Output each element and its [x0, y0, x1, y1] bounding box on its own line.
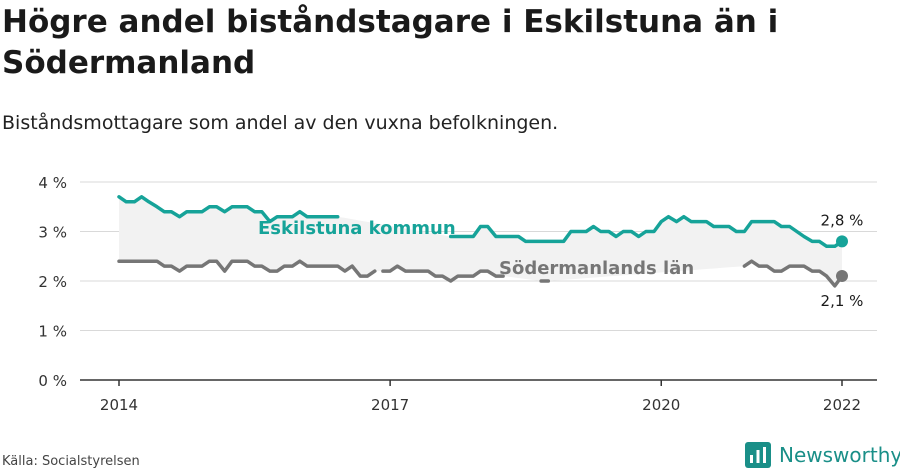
- newsworthy-logo-icon: [745, 442, 771, 468]
- source-note: Källa: Socialstyrelsen: [2, 454, 140, 469]
- x-tick-label: 2017: [371, 396, 409, 414]
- x-tick-label: 2020: [642, 396, 680, 414]
- brand-logo[interactable]: Newsworthy: [745, 442, 900, 468]
- sodermanland-series-line: [742, 259, 844, 288]
- eskilstuna-end-value-label: 2,8 %: [821, 211, 864, 229]
- sodermanland-series-line: [381, 264, 505, 283]
- x-tick-label: 2014: [100, 396, 138, 414]
- gap-band-area: [119, 196, 842, 286]
- sodermanland-series-line: [117, 259, 377, 278]
- eskilstuna-series-label: Eskilstuna kommun: [258, 218, 456, 239]
- eskilstuna-series-line: [448, 214, 844, 249]
- sodermanland-end-value-label: 2,1 %: [821, 292, 864, 310]
- eskilstuna-series-line: [117, 195, 340, 224]
- chart-title: Högre andel biståndstagare i Eskilstuna …: [2, 4, 779, 81]
- sodermanland-series-label: Södermanlands län: [499, 258, 694, 279]
- sodermanland-end-point: [836, 270, 848, 283]
- y-tick-label: 3 %: [38, 224, 67, 242]
- y-tick-label: 1 %: [38, 323, 67, 341]
- y-tick-label: 4 %: [38, 174, 67, 192]
- eskilstuna-end-point: [836, 235, 848, 248]
- chart-subtitle: Biståndsmottagare som andel av den vuxna…: [2, 112, 559, 134]
- brand-name: Newsworthy: [779, 443, 900, 467]
- y-tick-label: 2 %: [38, 273, 67, 291]
- y-tick-label: 0 %: [38, 372, 67, 390]
- x-tick-label: 2022: [823, 396, 861, 414]
